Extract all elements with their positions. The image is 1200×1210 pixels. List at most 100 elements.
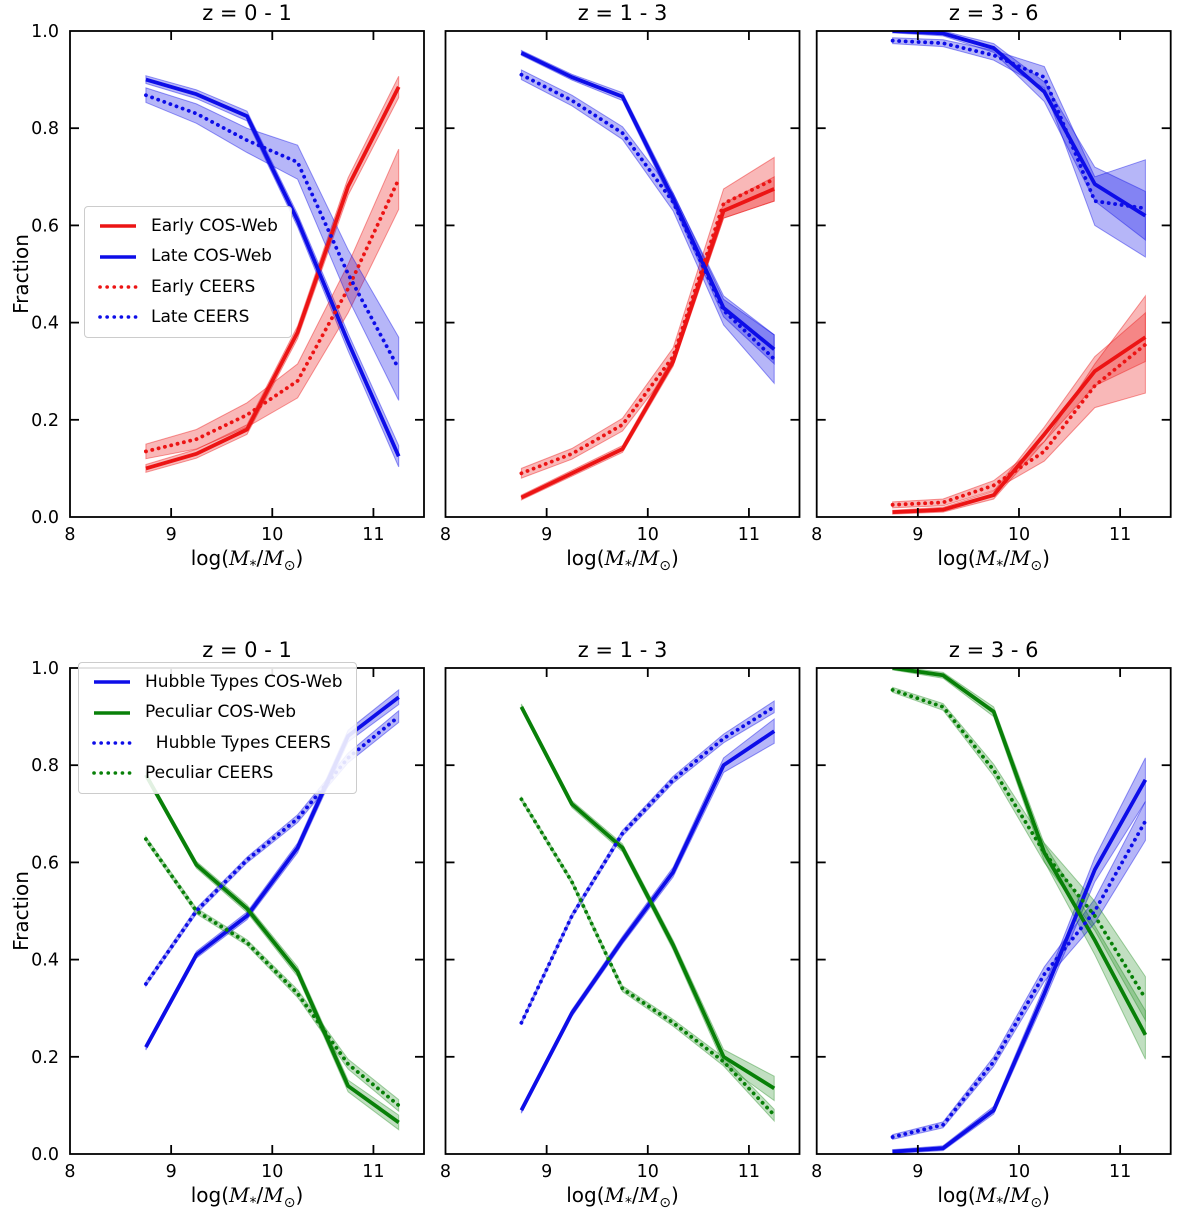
series-peculiar-cos-web-line <box>519 706 776 1091</box>
x-axis-label-part: ⊙ <box>283 558 296 574</box>
y-tick-label: 0.8 <box>31 756 59 776</box>
series-late-ceers-line <box>890 38 1148 211</box>
series-late-cos-web-line <box>520 51 776 351</box>
panel-title: z = 3 - 6 <box>948 1 1039 25</box>
axes-frame <box>444 667 801 1155</box>
x-tick-label: 9 <box>166 1162 177 1182</box>
legend-line-sample <box>100 224 136 228</box>
series-hubble-types-cos-web-line <box>892 778 1148 1154</box>
x-axis-label: log(M*/M⊙) <box>70 546 424 574</box>
band-late-cos-web <box>892 31 1146 242</box>
series-early-cos-web-line <box>892 335 1147 514</box>
legend-item: Late CEERS <box>98 307 278 327</box>
x-axis-label-part: M <box>604 1183 625 1207</box>
series-late-cos-web-line <box>145 77 401 458</box>
x-tick-label: 10 <box>261 525 283 545</box>
x-tick-label: 10 <box>1008 525 1030 545</box>
legend-item: Early CEERS <box>98 277 278 297</box>
x-axis-label-part: ) <box>1042 546 1050 570</box>
x-tick-label: 9 <box>166 525 177 545</box>
series-peculiar-ceers-line <box>519 797 777 1117</box>
x-axis-label-part: ) <box>670 1183 679 1207</box>
x-axis-label-part: ⊙ <box>659 558 671 574</box>
x-axis-label-part: ⊙ <box>1030 558 1043 574</box>
x-axis-label-part: * <box>625 558 632 574</box>
x-axis-label-part: ) <box>295 1183 304 1207</box>
x-axis-label: log(M*/M⊙) <box>446 1183 800 1210</box>
legend-item-label: Late CEERS <box>151 307 250 328</box>
series-late-cos-web-line <box>892 31 1147 218</box>
x-tick-label: 9 <box>541 1162 552 1182</box>
x-axis-label-part: log( <box>190 1183 230 1207</box>
band-early-cos-web <box>892 311 1146 515</box>
series-late-ceers-line <box>519 72 777 361</box>
x-tick-label: 9 <box>912 525 923 545</box>
panel-0-1 <box>519 49 777 501</box>
band-peculiar-ceers-ceers <box>145 835 400 1113</box>
band-peculiar-cos-web <box>892 668 1146 1060</box>
x-tick-label: 9 <box>541 525 552 545</box>
panel-1-2 <box>890 668 1148 1154</box>
series-hubble-types-cos-web-line <box>519 729 776 1112</box>
x-tick-label: 11 <box>1109 1162 1131 1182</box>
x-tick-label: 10 <box>261 1162 283 1182</box>
y-axis-label: Fraction <box>9 871 33 951</box>
y-tick-label: 0.4 <box>31 314 59 334</box>
x-axis-label-part: / <box>632 546 639 570</box>
x-axis-label-part: * <box>996 1195 1004 1210</box>
panel-title: z = 0 - 1 <box>202 638 292 662</box>
x-axis-label-part: ⊙ <box>659 1195 671 1210</box>
band-hubble-types-ceers-ceers <box>892 801 1146 1141</box>
panel-1-0 <box>144 688 401 1131</box>
y-tick-label: 0.4 <box>31 951 59 971</box>
panel-title: z = 1 - 3 <box>577 1 668 25</box>
band-late-cos-web <box>145 75 400 468</box>
series-early-ceers-line <box>519 177 777 476</box>
x-tick-label: 11 <box>1109 525 1131 545</box>
band-early-ceers-ceers <box>145 148 400 460</box>
x-tick-label: 11 <box>362 525 384 545</box>
band-peculiar-cos-web <box>520 703 775 1102</box>
series-peculiar-cos-web-line <box>892 668 1148 1036</box>
axes-frame <box>69 30 425 518</box>
legend-line-sample <box>98 285 138 289</box>
series-late-ceers-line <box>144 93 401 371</box>
band-peculiar-cos-web <box>145 770 400 1131</box>
x-axis-label-part: M <box>638 1183 660 1207</box>
x-tick-label: 11 <box>738 525 760 545</box>
x-axis-label-part: ⊙ <box>1030 1195 1043 1210</box>
x-tick-label: 10 <box>1008 1162 1030 1182</box>
x-axis-label-part: M <box>229 546 250 570</box>
band-early-ceers-ceers <box>892 294 1146 509</box>
legend-item-label: Peculiar COS-Web <box>145 702 297 723</box>
x-tick-label: 8 <box>440 525 451 545</box>
x-axis-label-part: M <box>604 546 625 570</box>
x-tick-label: 9 <box>912 1162 923 1182</box>
legend-line-sample <box>92 741 132 745</box>
legend-line-sample <box>100 254 136 259</box>
x-tick-label: 8 <box>811 1162 822 1182</box>
band-early-ceers-ceers <box>520 156 775 479</box>
y-tick-label: 0.6 <box>31 853 59 873</box>
x-axis-label-part: log( <box>937 1183 976 1207</box>
y-tick-label: 0.8 <box>31 119 59 139</box>
x-axis-label: log(M*/M⊙) <box>817 546 1171 574</box>
series-early-ceers-line <box>890 342 1148 507</box>
y-tick-label: 0.2 <box>31 1048 59 1068</box>
x-axis-label-part: / <box>1003 1183 1010 1207</box>
series-hubble-types-ceers-line <box>890 819 1148 1139</box>
legend-item: Peculiar COS-Web <box>92 702 343 722</box>
x-axis-label: log(M*/M⊙) <box>817 1183 1171 1210</box>
x-axis-label-part: / <box>632 1183 639 1207</box>
x-tick-label: 11 <box>362 1162 384 1182</box>
x-axis-label-part: M <box>975 546 997 570</box>
series-peculiar-ceers-line <box>890 688 1148 1001</box>
y-axis-label: Fraction <box>9 234 33 314</box>
legend-hubble-peculiar: Hubble Types COS-Web Peculiar COS-Web Hu… <box>78 662 357 794</box>
axes-frame <box>815 667 1172 1155</box>
panel-title: z = 1 - 3 <box>577 638 668 662</box>
y-tick-label: 0.6 <box>31 216 59 236</box>
x-axis-label-part: * <box>625 1195 632 1210</box>
